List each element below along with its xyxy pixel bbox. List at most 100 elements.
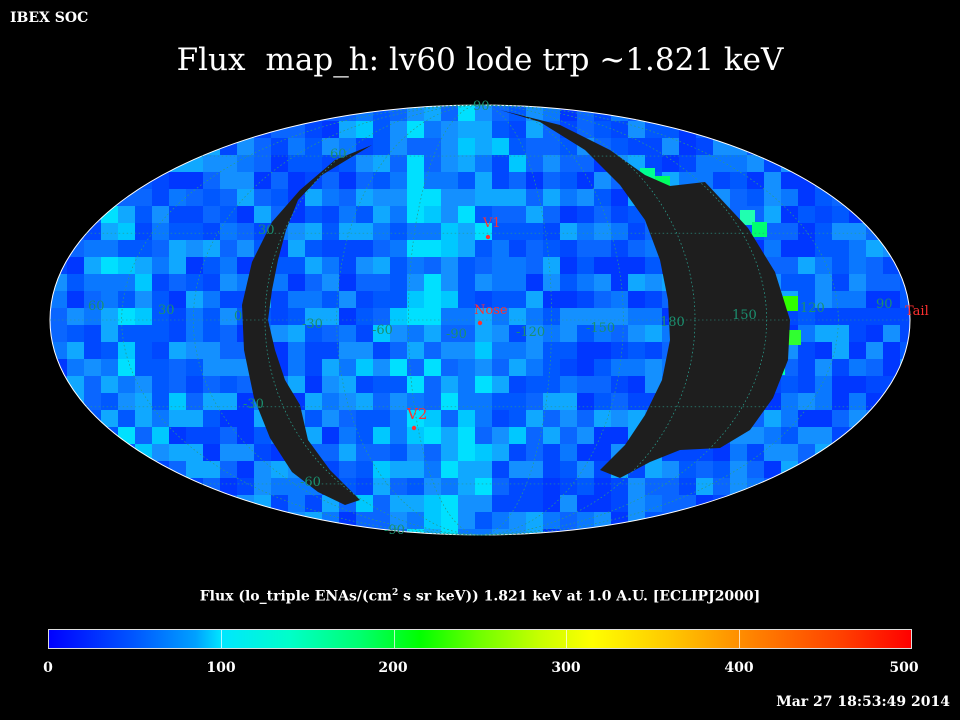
flux-pixel xyxy=(509,512,526,529)
flux-pixel xyxy=(492,274,509,291)
flux-pixel xyxy=(628,342,645,359)
lon-label: 150 xyxy=(732,308,757,323)
timestamp: Mar 27 18:53:49 2014 xyxy=(776,694,950,710)
flux-pixel xyxy=(458,495,475,512)
flux-pixel xyxy=(203,342,220,359)
flux-pixel xyxy=(645,495,662,512)
flux-pixel xyxy=(781,274,798,291)
flux-pixel xyxy=(101,257,118,274)
flux-pixel xyxy=(815,342,832,359)
flux-pixel xyxy=(509,274,526,291)
flux-pixel xyxy=(356,240,373,257)
flux-pixel xyxy=(407,257,424,274)
flux-pixel xyxy=(832,308,849,325)
flux-pixel xyxy=(815,308,832,325)
flux-pixel xyxy=(475,444,492,461)
flux-pixel xyxy=(543,105,560,121)
flux-pixel xyxy=(611,308,628,325)
flux-pixel xyxy=(118,206,135,223)
lon-label: 90 xyxy=(876,297,893,312)
flux-pixel xyxy=(339,444,356,461)
flux-pixel xyxy=(543,393,560,410)
flux-pixel xyxy=(713,444,730,461)
flux-pixel xyxy=(84,291,101,308)
flux-pixel xyxy=(849,325,866,342)
flux-pixel xyxy=(203,308,220,325)
flux-pixel xyxy=(441,105,458,121)
flux-pixel xyxy=(815,274,832,291)
flux-pixel xyxy=(492,291,509,308)
flux-pixel xyxy=(492,138,509,155)
flux-pixel xyxy=(628,359,645,376)
flux-pixel xyxy=(832,257,849,274)
title-map-id: map_h: lv60 lode trp ~1.821 keV xyxy=(265,42,784,78)
flux-pixel xyxy=(322,257,339,274)
flux-pixel xyxy=(475,529,492,535)
flux-pixel xyxy=(526,427,543,444)
flux-pixel xyxy=(305,138,322,155)
flux-pixel xyxy=(509,376,526,393)
flux-pixel xyxy=(203,206,220,223)
flux-pixel xyxy=(390,172,407,189)
flux-pixel xyxy=(186,274,203,291)
flux-pixel xyxy=(883,359,900,376)
flux-pixel xyxy=(322,308,339,325)
flux-pixel xyxy=(509,257,526,274)
latitude-labels: 90 60 30 -30 -60 -90 xyxy=(243,99,490,538)
flux-pixel xyxy=(560,444,577,461)
flux-pixel xyxy=(339,308,356,325)
flux-pixel xyxy=(560,512,577,529)
flux-pixel xyxy=(135,427,152,444)
flux-pixel xyxy=(509,155,526,172)
flux-pixel xyxy=(441,155,458,172)
flux-pixel xyxy=(509,342,526,359)
lon-label: -90 xyxy=(446,327,467,342)
flux-pixel xyxy=(118,342,135,359)
flux-pixel xyxy=(135,376,152,393)
flux-pixel xyxy=(560,105,577,121)
flux-pixel xyxy=(271,325,288,342)
graticule xyxy=(50,104,910,536)
flux-pixel xyxy=(339,138,356,155)
flux-pixel xyxy=(84,240,101,257)
flux-pixel xyxy=(832,410,849,427)
no-data-gap-right xyxy=(500,110,790,478)
flux-pixel xyxy=(288,274,305,291)
flux-pixel xyxy=(186,427,203,444)
flux-pixel xyxy=(441,359,458,376)
flux-pixel xyxy=(441,444,458,461)
v2-label: V2 xyxy=(406,405,427,423)
flux-pixel xyxy=(594,359,611,376)
flux-pixel-high xyxy=(740,210,755,225)
flux-pixel xyxy=(356,427,373,444)
flux-pixel xyxy=(390,478,407,495)
flux-pixel xyxy=(628,393,645,410)
colorbar-tick: 100 xyxy=(206,660,236,676)
flux-pixel xyxy=(696,461,713,478)
flux-pixel xyxy=(883,325,900,342)
flux-pixel xyxy=(526,410,543,427)
flux-pixel xyxy=(900,308,910,325)
nose-marker xyxy=(477,320,483,326)
flux-pixel xyxy=(798,359,815,376)
flux-pixel xyxy=(628,325,645,342)
flux-pixel xyxy=(407,274,424,291)
flux-pixel xyxy=(203,223,220,240)
flux-pixel xyxy=(288,172,305,189)
flux-pixel xyxy=(679,121,696,138)
flux-pixel xyxy=(237,172,254,189)
flux-pixel xyxy=(203,274,220,291)
flux-pixel xyxy=(475,105,492,121)
flux-pixel xyxy=(135,274,152,291)
flux-pixel xyxy=(713,478,730,495)
flux-pixel xyxy=(101,376,118,393)
flux-pixel xyxy=(713,155,730,172)
flux-pixel xyxy=(203,427,220,444)
flux-pixel xyxy=(152,240,169,257)
flux-pixel xyxy=(509,461,526,478)
flux-pixel xyxy=(50,308,67,325)
flux-pixel xyxy=(628,478,645,495)
flux-pixel xyxy=(407,393,424,410)
flux-pixel xyxy=(101,308,118,325)
flux-pixel xyxy=(118,291,135,308)
